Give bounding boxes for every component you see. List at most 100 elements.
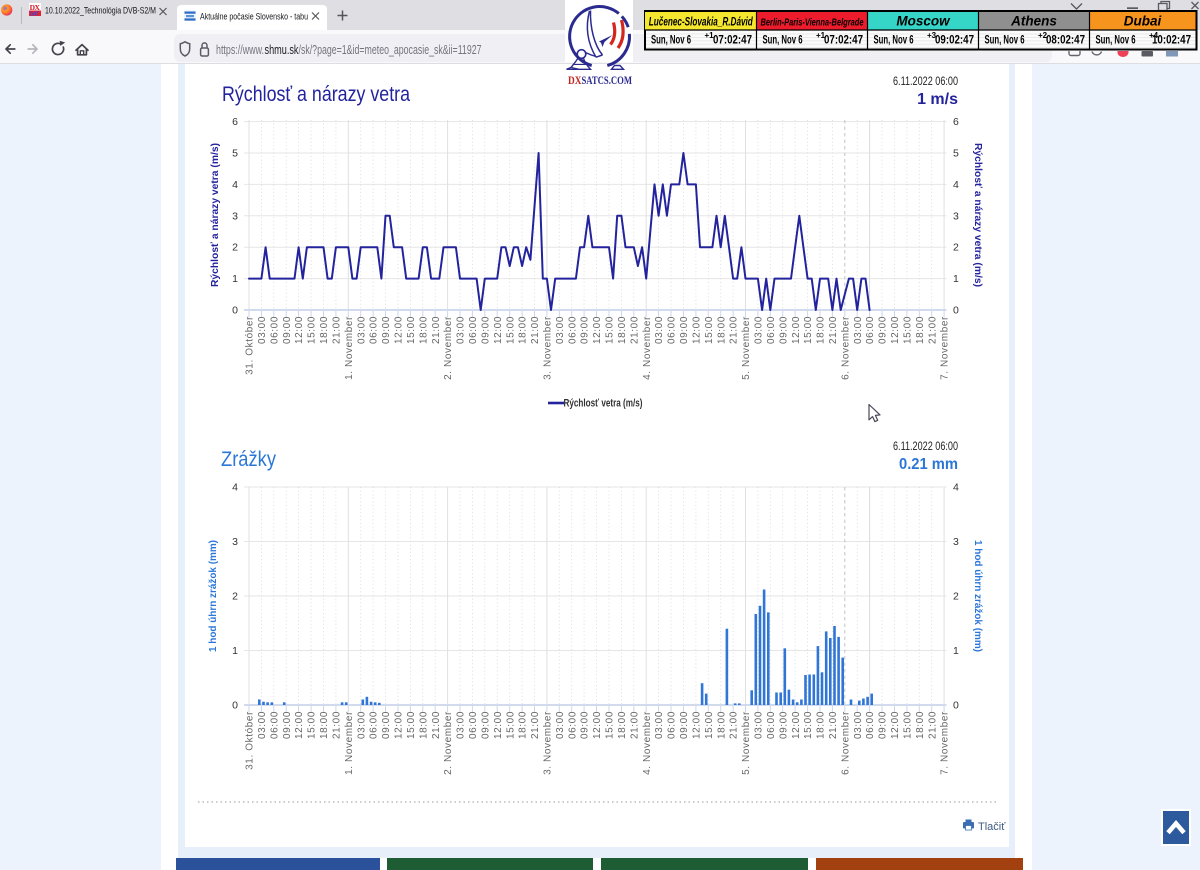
svg-text:7. November: 7. November	[940, 711, 951, 775]
svg-text:18:00: 18:00	[418, 316, 429, 344]
svg-text:+4: +4	[1149, 31, 1159, 40]
svg-text:06:00: 06:00	[667, 711, 678, 739]
svg-text:31. Október: 31. Október	[245, 711, 256, 770]
svg-text:1: 1	[953, 273, 959, 285]
svg-text:15:00: 15:00	[605, 711, 616, 739]
svg-text:15:00: 15:00	[803, 316, 814, 344]
svg-text:2. November: 2. November	[443, 711, 454, 775]
svg-text:21:00: 21:00	[828, 316, 839, 344]
svg-text:Lučenec-Slovakia_R.Dávid: Lučenec-Slovakia_R.Dávid	[649, 15, 753, 29]
svg-text:4: 4	[953, 179, 959, 191]
svg-text:4. November: 4. November	[642, 316, 653, 380]
svg-text:0: 0	[953, 700, 959, 712]
svg-text:+2: +2	[1038, 31, 1048, 40]
svg-text:21:00: 21:00	[729, 711, 740, 739]
svg-text:6.11.2022 06:00: 6.11.2022 06:00	[893, 441, 958, 453]
svg-text:Tlačiť: Tlačiť	[978, 821, 1006, 833]
svg-text:Sun, Nov 6: Sun, Nov 6	[1096, 35, 1136, 47]
svg-text:18:00: 18:00	[915, 711, 926, 739]
svg-text:12:00: 12:00	[791, 711, 802, 739]
svg-text:31. Október: 31. Október	[245, 316, 256, 375]
svg-text:0: 0	[953, 305, 959, 317]
svg-text:SATCS.COM: SATCS.COM	[582, 73, 633, 87]
svg-text:12:00: 12:00	[592, 316, 603, 344]
svg-text:15:00: 15:00	[505, 711, 516, 739]
svg-text:5. November: 5. November	[741, 316, 752, 380]
svg-text:4: 4	[232, 179, 238, 191]
svg-text:Sun, Nov 6: Sun, Nov 6	[985, 35, 1025, 47]
svg-text:06:00: 06:00	[667, 316, 678, 344]
svg-text:18:00: 18:00	[518, 316, 529, 344]
svg-text:1: 1	[232, 645, 238, 657]
svg-text:15:00: 15:00	[406, 711, 417, 739]
svg-text:03:00: 03:00	[456, 316, 467, 344]
svg-text:15:00: 15:00	[307, 711, 318, 739]
svg-text:3. November: 3. November	[543, 711, 554, 775]
svg-text:15:00: 15:00	[903, 711, 914, 739]
svg-text:6.11.2022 06:00: 6.11.2022 06:00	[893, 76, 958, 88]
svg-text:09:02:47: 09:02:47	[935, 35, 974, 47]
svg-text:Sun, Nov 6: Sun, Nov 6	[874, 35, 914, 47]
svg-text:03:00: 03:00	[853, 316, 864, 344]
svg-text:Athens: Athens	[1010, 14, 1057, 29]
svg-text:21:00: 21:00	[729, 316, 740, 344]
svg-text:1. November: 1. November	[344, 316, 355, 380]
svg-text:0.21 mm: 0.21 mm	[899, 456, 958, 473]
svg-text:21:00: 21:00	[530, 316, 541, 344]
svg-text:12:00: 12:00	[493, 711, 504, 739]
svg-text:shmu.sk: shmu.sk	[265, 43, 300, 57]
svg-text:12:00: 12:00	[592, 711, 603, 739]
svg-text:12:00: 12:00	[394, 711, 405, 739]
svg-text:Berlin-Paris-Vienna-Belgrade: Berlin-Paris-Vienna-Belgrade	[761, 17, 864, 29]
svg-text:15:00: 15:00	[803, 711, 814, 739]
svg-text:Rýchlosť a nárazy vetra (m/s): Rýchlosť a nárazy vetra (m/s)	[209, 143, 221, 287]
svg-text:06:00: 06:00	[468, 711, 479, 739]
svg-text:18:00: 18:00	[816, 316, 827, 344]
svg-text:03:00: 03:00	[754, 316, 765, 344]
svg-text:2: 2	[232, 242, 238, 254]
svg-text:18:00: 18:00	[716, 316, 727, 344]
svg-text:7. November: 7. November	[940, 316, 951, 380]
svg-text:06:00: 06:00	[865, 711, 876, 739]
svg-text:DX: DX	[568, 73, 582, 87]
svg-text:03:00: 03:00	[257, 316, 268, 344]
svg-text:15:00: 15:00	[307, 316, 318, 344]
svg-text:09:00: 09:00	[282, 711, 293, 739]
svg-text:12:00: 12:00	[791, 316, 802, 344]
svg-text:18:00: 18:00	[319, 316, 330, 344]
svg-text:21:00: 21:00	[828, 711, 839, 739]
svg-text:2. November: 2. November	[443, 316, 454, 380]
svg-text:03:00: 03:00	[356, 711, 367, 739]
svg-text:12:00: 12:00	[890, 711, 901, 739]
svg-text:https://www.: https://www.	[216, 43, 264, 57]
svg-text:5. November: 5. November	[741, 711, 752, 775]
svg-text:5: 5	[953, 148, 959, 160]
svg-text:4: 4	[232, 482, 238, 494]
svg-text:10:02:47: 10:02:47	[1152, 35, 1191, 47]
svg-text:09:00: 09:00	[679, 711, 690, 739]
svg-text:09:00: 09:00	[480, 316, 491, 344]
svg-text:15:00: 15:00	[505, 316, 516, 344]
svg-text:09:00: 09:00	[480, 711, 491, 739]
svg-text:12:00: 12:00	[692, 316, 703, 344]
svg-text:06:00: 06:00	[567, 711, 578, 739]
svg-text:Rýchlosť a nárazy vetra (m/s): Rýchlosť a nárazy vetra (m/s)	[972, 143, 984, 287]
svg-text:Aktuálne počasie Slovensko - t: Aktuálne počasie Slovensko - tabu	[200, 12, 308, 22]
svg-text:+1: +1	[816, 31, 826, 40]
svg-text:09:00: 09:00	[282, 316, 293, 344]
svg-text:12:00: 12:00	[493, 316, 504, 344]
svg-text:07:02:47: 07:02:47	[824, 35, 863, 47]
svg-text:09:00: 09:00	[381, 711, 392, 739]
svg-text:09:00: 09:00	[778, 316, 789, 344]
svg-text:0: 0	[232, 700, 238, 712]
svg-text:15:00: 15:00	[704, 711, 715, 739]
svg-text:06:00: 06:00	[269, 711, 280, 739]
svg-text:1 hod úhrn zrážok (mm): 1 hod úhrn zrážok (mm)	[972, 540, 984, 652]
svg-text:06:00: 06:00	[766, 316, 777, 344]
svg-text:03:00: 03:00	[356, 316, 367, 344]
svg-text:09:00: 09:00	[778, 711, 789, 739]
svg-text:18:00: 18:00	[617, 316, 628, 344]
svg-text:12:00: 12:00	[294, 711, 305, 739]
svg-text:+1: +1	[705, 31, 715, 40]
svg-text:21:00: 21:00	[431, 711, 442, 739]
